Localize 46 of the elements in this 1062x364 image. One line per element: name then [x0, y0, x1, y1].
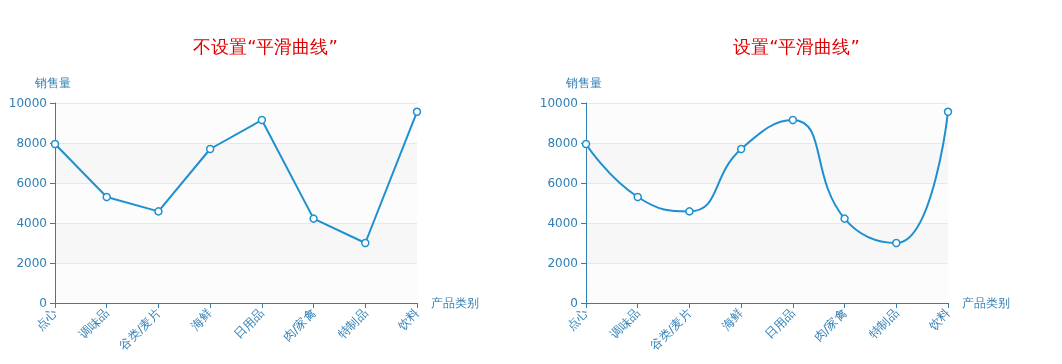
- x-tick-label: 日用品: [762, 306, 798, 342]
- point: [736, 144, 746, 154]
- y-tick-label: 10000: [8, 96, 47, 110]
- x-axis-title: 产品类别: [962, 296, 1010, 310]
- y-tick-label: 10000: [539, 96, 578, 110]
- point: [840, 214, 849, 223]
- point: [412, 107, 422, 117]
- y-tick-label: 4000: [16, 216, 47, 230]
- point: [633, 192, 642, 202]
- x-tick-label: 饮料: [394, 306, 422, 334]
- x-tick-label: 海鲜: [719, 306, 747, 333]
- point: [581, 139, 591, 149]
- point: [257, 115, 267, 125]
- x-tick-label: 特制品: [334, 306, 371, 342]
- x-tick-label: 调味品: [607, 306, 643, 342]
- point: [943, 107, 953, 117]
- y-tick-label: 4000: [547, 216, 578, 230]
- y-tick-label: 6000: [547, 176, 578, 190]
- y-tick-label: 8000: [547, 136, 578, 150]
- point: [309, 214, 318, 223]
- x-tick-label: 日用品: [231, 306, 267, 342]
- y-tick-label: 8000: [16, 136, 47, 150]
- y-tick-label: 2000: [16, 256, 47, 270]
- point: [205, 144, 215, 154]
- x-tick-label: 谷类/麦片: [116, 306, 164, 353]
- x-tick-label: 调味品: [76, 306, 112, 342]
- chart-title: 设置“平滑曲线”: [733, 35, 860, 57]
- x-tick-label: 肉/家禽: [811, 306, 850, 345]
- point: [685, 207, 694, 216]
- point: [50, 139, 60, 149]
- point: [892, 238, 901, 248]
- y-axis-title: 销售量: [565, 76, 602, 90]
- y-tick-label: 6000: [16, 176, 47, 190]
- x-axis-title: 产品类别: [431, 296, 479, 310]
- x-tick-label: 谷类/麦片: [647, 306, 695, 353]
- point: [361, 238, 370, 248]
- x-tick-label: 饮料: [925, 306, 953, 334]
- chart-title: 不设置“平滑曲线”: [193, 35, 338, 57]
- x-tick-label: 海鲜: [188, 306, 216, 333]
- y-tick-label: 2000: [547, 256, 578, 270]
- point: [102, 192, 111, 202]
- x-tick-label: 肉/家禽: [280, 306, 319, 345]
- point: [154, 207, 163, 216]
- y-axis-title: 销售量: [34, 76, 71, 90]
- x-tick-label: 特制品: [865, 306, 902, 342]
- point: [788, 115, 798, 125]
